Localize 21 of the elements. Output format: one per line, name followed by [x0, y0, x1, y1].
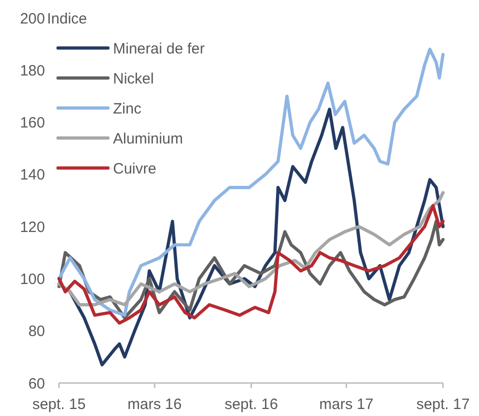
x-tick-label: mars 17	[319, 396, 374, 413]
line-series	[57, 204, 445, 325]
legend-label: Nickel	[113, 70, 154, 88]
x-tick-label: mars 16	[128, 396, 182, 413]
y-tick-label: 180	[20, 62, 45, 80]
x-tick-label: sept. 15	[32, 396, 86, 413]
y-tick-label: 140	[20, 166, 45, 184]
legend-label: Minerai de fer	[113, 40, 205, 58]
legend-label: Zinc	[113, 100, 142, 118]
y-tick-label: 200	[20, 10, 45, 28]
x-tick-label: sept. 16	[224, 396, 278, 413]
y-tick-label: 60	[28, 375, 45, 392]
y-tick-label: 80	[28, 323, 45, 340]
y-tick-label: 100	[20, 270, 45, 288]
y-axis-title: Indice	[47, 10, 88, 28]
x-tick-label: sept. 17	[416, 396, 470, 413]
y-tick-label: 120	[20, 218, 45, 236]
legend-label: Aluminium	[113, 130, 184, 148]
legend-label: Cuivre	[113, 160, 156, 178]
y-tick-label: 160	[20, 114, 45, 132]
line-series	[57, 191, 445, 306]
